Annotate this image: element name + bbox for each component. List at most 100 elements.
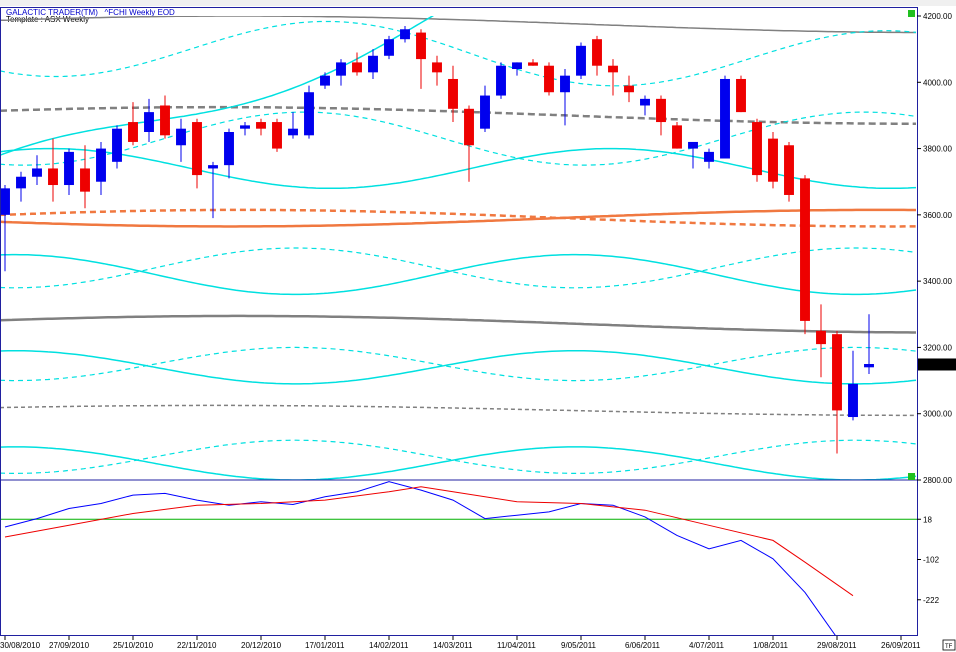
candle-body-15 xyxy=(240,125,250,129)
program-name: GALACTIC TRADER(TM) xyxy=(6,8,98,17)
x-tick-label-11: 4/07/2011 xyxy=(689,641,725,650)
candle-body-12 xyxy=(192,122,202,176)
corner-marker-top xyxy=(908,10,915,17)
candle-body-53 xyxy=(848,383,858,418)
candle-body-16 xyxy=(256,122,266,129)
candle-body-51 xyxy=(816,330,826,345)
candle-body-31 xyxy=(496,65,506,96)
candle-body-17 xyxy=(272,122,282,149)
candle-body-50 xyxy=(800,178,810,321)
osc-tick-label-2: -222 xyxy=(923,596,940,605)
y-tick-label-6: 4000.00 xyxy=(923,78,952,87)
candle-body-54 xyxy=(864,364,874,368)
x-tick-label-5: 17/01/2011 xyxy=(305,641,345,650)
candle-body-33 xyxy=(528,62,538,66)
candle-body-23 xyxy=(368,55,378,73)
cycle-band-9 xyxy=(0,111,917,166)
candle-body-44 xyxy=(704,151,714,162)
cycle-band-12 xyxy=(0,349,917,385)
oscillator-panel xyxy=(0,481,917,636)
candle-body-11 xyxy=(176,128,186,146)
x-tick-label-10: 6/06/2011 xyxy=(625,641,661,650)
cycle-band-5 xyxy=(0,208,916,228)
candle-body-40 xyxy=(640,98,650,106)
osc-series-blue xyxy=(4,481,837,636)
x-tick-label-2: 25/10/2010 xyxy=(113,641,154,650)
cycle-band-0 xyxy=(0,16,916,34)
axes: 2800.00 3000.00 3200.00 3400.00 3600.00 3800.… xyxy=(0,12,956,651)
y-tick-label-7: 4200.00 xyxy=(923,12,952,21)
y-tick-label-2: 3200.00 xyxy=(923,343,952,352)
candle-body-21 xyxy=(336,62,346,76)
x-tick-label-7: 14/03/2011 xyxy=(433,641,473,650)
candle-body-1 xyxy=(16,176,26,189)
candle-body-26 xyxy=(416,32,426,60)
candle-body-43 xyxy=(688,141,698,149)
x-tick-label-9: 9/05/2011 xyxy=(561,641,597,650)
candle-body-37 xyxy=(592,39,602,66)
candle-body-27 xyxy=(432,62,442,73)
cycle-band-13 xyxy=(0,346,917,382)
candle-body-20 xyxy=(320,75,330,86)
tf-badge-label: TF xyxy=(945,644,953,650)
x-tick-label-1: 27/09/2010 xyxy=(49,641,90,650)
osc-tick-label-1: -102 xyxy=(923,556,940,565)
y-tick-label-1: 3000.00 xyxy=(923,410,952,419)
x-tick-label-14: 26/09/2011 xyxy=(881,641,921,650)
candle-body-2 xyxy=(32,168,42,177)
y-tick-label-5: 3800.00 xyxy=(923,145,952,154)
frame-border xyxy=(0,7,918,636)
cycle-band-14 xyxy=(0,446,917,480)
candle-body-49 xyxy=(784,145,794,195)
instrument-name: ^FCHI Weekly EOD xyxy=(104,8,175,17)
candle-body-25 xyxy=(400,29,410,40)
candle-body-6 xyxy=(96,148,106,182)
y-tick-label-3: 3400.00 xyxy=(923,277,952,286)
candle-body-34 xyxy=(544,65,554,93)
candle-body-18 xyxy=(288,128,298,136)
x-tick-label-0: 30/08/2010 xyxy=(0,641,41,650)
cycle-band-3 xyxy=(0,404,916,417)
x-tick-label-4: 20/12/2010 xyxy=(241,641,282,650)
candle-body-45 xyxy=(720,78,730,159)
chart-frame xyxy=(0,7,918,636)
candle-body-29 xyxy=(464,108,474,146)
candle-body-10 xyxy=(160,105,170,136)
osc-tick-label-0: 18 xyxy=(923,515,932,524)
toolbar-strip xyxy=(0,0,956,6)
candle-body-4 xyxy=(64,151,74,186)
cycle-bands xyxy=(0,16,917,480)
x-tick-label-3: 22/11/2010 xyxy=(177,641,217,650)
candle-body-39 xyxy=(624,85,634,93)
x-tick-label-6: 14/02/2011 xyxy=(369,641,409,650)
x-tick-label-12: 1/08/2011 xyxy=(753,641,789,650)
x-tick-label-8: 11/04/2011 xyxy=(497,641,536,650)
candle-body-5 xyxy=(80,168,90,192)
candle-body-41 xyxy=(656,98,666,123)
candle-body-9 xyxy=(144,112,154,132)
candle-body-46 xyxy=(736,78,746,113)
candle-body-13 xyxy=(208,165,218,169)
candle-body-35 xyxy=(560,75,570,93)
cycle-band-10 xyxy=(0,253,917,296)
tf-badge-box xyxy=(942,639,956,651)
candle-body-0 xyxy=(0,188,10,215)
candle-body-28 xyxy=(448,78,458,109)
candle-body-42 xyxy=(672,125,682,149)
candle-body-24 xyxy=(384,39,394,56)
candle-body-3 xyxy=(48,168,58,186)
candle-body-22 xyxy=(352,62,362,73)
candle-body-36 xyxy=(576,45,586,76)
candle-body-14 xyxy=(224,132,234,166)
cycle-band-8 xyxy=(0,147,917,190)
corner-marker-bottom xyxy=(908,473,915,480)
candles xyxy=(0,25,874,454)
chart-header: GALACTIC TRADER(TM) ^FCHI Weekly EOD xyxy=(6,8,175,17)
y-tick-label-0: 2800.00 xyxy=(923,476,952,485)
cycle-band-1 xyxy=(0,314,916,334)
osc-series-red xyxy=(4,486,854,597)
candle-body-30 xyxy=(480,95,490,129)
cycle-band-7 xyxy=(0,20,917,87)
x-tick-label-13: 29/08/2011 xyxy=(817,641,857,650)
